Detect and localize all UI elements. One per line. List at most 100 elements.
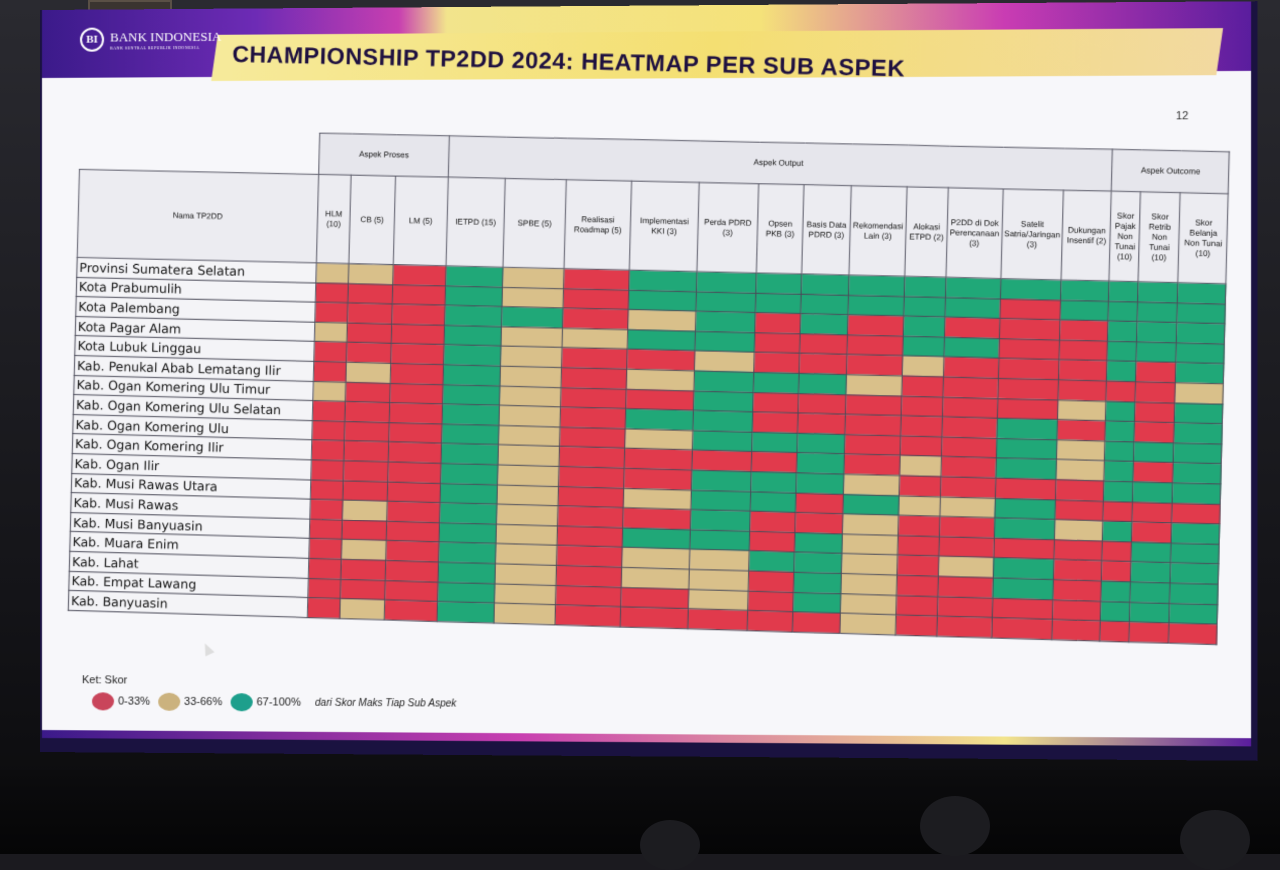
heatmap-cell <box>442 404 499 425</box>
heatmap-cell <box>1136 362 1176 383</box>
heatmap-cell <box>314 322 347 342</box>
heatmap-cell <box>693 410 753 431</box>
heatmap-cell <box>1130 602 1170 623</box>
heatmap-cell <box>344 421 389 442</box>
heatmap-cell <box>901 416 943 437</box>
heatmap-cell <box>1102 561 1132 582</box>
heatmap-cell <box>1061 300 1109 321</box>
heatmap-cell <box>439 503 496 524</box>
heatmap-cell <box>792 612 840 633</box>
heatmap-cell <box>310 499 343 520</box>
heatmap-cell <box>392 284 445 305</box>
heatmap-cell <box>1105 421 1135 442</box>
heatmap-cell <box>310 479 343 500</box>
legend-items: 0-33% 33-66% 67-100% dari Skor Maks Tiap… <box>92 692 456 712</box>
group-header: Aspek Proses <box>319 133 450 177</box>
heatmap-cell <box>346 362 391 383</box>
heatmap-cell <box>437 601 494 622</box>
heatmap-cell <box>1173 463 1222 484</box>
heatmap-cell <box>801 294 849 315</box>
heatmap-cell <box>625 429 693 451</box>
heatmap-cell <box>389 403 442 424</box>
heatmap-cell <box>1108 301 1138 322</box>
heatmap-cell <box>753 372 799 393</box>
heatmap-cell <box>628 290 696 311</box>
heatmap-cell <box>628 310 696 331</box>
presentation-slide: BI BANK INDONESIA BANK SENTRAL REPUBLIK … <box>42 1 1251 746</box>
heatmap-cell <box>991 618 1053 640</box>
heatmap-cell <box>902 376 944 397</box>
heatmap-cell <box>794 552 842 573</box>
heatmap-cell <box>994 498 1056 520</box>
heatmap-table-wrapper: Aspek Proses Aspek Output Aspek Outcome Nam… <box>68 128 1230 645</box>
heatmap-cell <box>1058 400 1106 421</box>
heatmap-cell <box>315 302 348 322</box>
legend-dot-high <box>230 693 252 711</box>
heatmap-cell <box>388 462 441 483</box>
legend-label-high: 67-100% <box>256 696 300 708</box>
heatmap-cell <box>343 461 388 482</box>
heatmap-cell <box>387 482 440 503</box>
heatmap-cell <box>696 272 756 293</box>
heatmap-cell <box>443 365 500 386</box>
heatmap-cell <box>1053 580 1101 601</box>
heatmap-cell <box>752 432 798 453</box>
heatmap-cell <box>847 335 903 356</box>
heatmap-cell <box>998 338 1060 359</box>
heatmap-cell <box>840 613 896 635</box>
heatmap-cell <box>388 442 441 463</box>
heatmap-cell <box>999 318 1061 339</box>
row-header-label: Nama TP2DD <box>77 169 318 263</box>
heatmap-cell <box>1172 503 1221 524</box>
heatmap-cell <box>750 511 796 532</box>
heatmap-cell <box>443 384 500 405</box>
heatmap-cell <box>499 405 561 426</box>
heatmap-cell <box>384 600 437 621</box>
heatmap-cell <box>560 407 626 428</box>
heatmap-cell <box>390 383 443 404</box>
heatmap-cell <box>845 414 901 435</box>
heatmap-cell <box>307 598 340 619</box>
heatmap-cell <box>391 344 444 365</box>
heatmap-cell <box>627 349 695 370</box>
heatmap-cell <box>689 549 749 571</box>
heatmap-cell <box>495 564 557 586</box>
audience-head <box>1180 810 1250 870</box>
heatmap-cell <box>629 270 697 291</box>
heatmap-cell <box>841 573 897 595</box>
heatmap-cell <box>1170 583 1219 604</box>
heatmap-cell <box>938 556 993 577</box>
heatmap-cell <box>845 394 901 415</box>
heatmap-cell <box>342 520 387 541</box>
heatmap-cell <box>1106 401 1136 422</box>
heatmap-cell <box>559 427 625 449</box>
heatmap-cell <box>750 491 796 512</box>
heatmap-cell <box>993 538 1055 560</box>
heatmap-cell <box>347 303 392 324</box>
heatmap-cell <box>937 616 992 638</box>
heatmap-table: Aspek Proses Aspek Output Aspek Outcome Nam… <box>68 128 1230 645</box>
heatmap-cell <box>439 522 496 543</box>
heatmap-cell <box>312 401 345 422</box>
heatmap-cell <box>623 508 691 530</box>
heatmap-cell <box>843 474 899 495</box>
legend-dot-mid <box>158 693 180 711</box>
heatmap-cell <box>1057 440 1105 461</box>
heatmap-cell <box>1135 382 1175 403</box>
heatmap-cell <box>752 412 798 433</box>
heatmap-cell <box>625 409 693 431</box>
heatmap-cell <box>344 441 389 462</box>
heatmap-cell <box>309 519 342 540</box>
heatmap-cell <box>624 468 692 490</box>
heatmap-cell <box>563 308 629 329</box>
heatmap-cell <box>441 444 498 465</box>
heatmap-cell <box>844 434 900 455</box>
heatmap-cell <box>1131 542 1171 563</box>
heatmap-cell <box>562 328 628 349</box>
column-header: IETPD (15) <box>446 177 505 267</box>
heatmap-cell <box>945 317 1000 338</box>
heatmap-cell <box>1102 541 1132 562</box>
heatmap-cell <box>692 430 752 451</box>
column-header: Perda PDRD (3) <box>697 182 759 272</box>
heatmap-cell <box>940 497 995 518</box>
